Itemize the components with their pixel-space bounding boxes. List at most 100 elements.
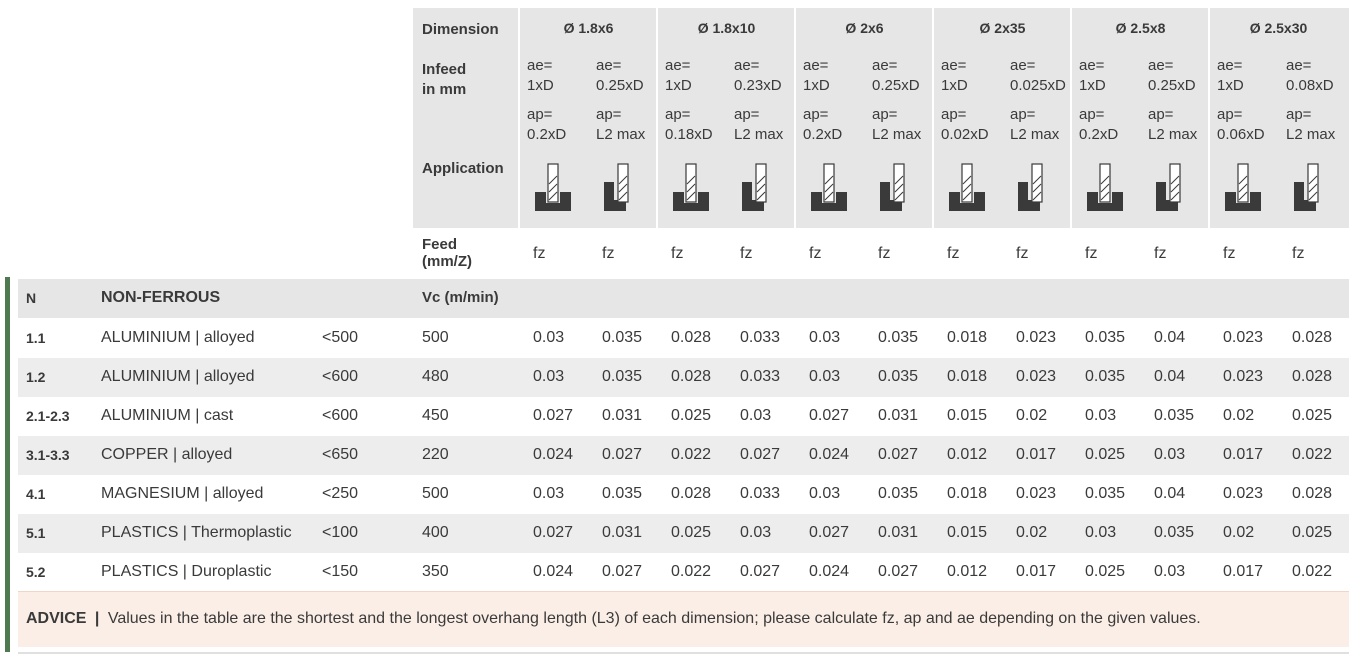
slot-milling-icon: [535, 163, 571, 211]
ae-label: ae=: [1079, 57, 1105, 74]
feed-value: 0.03: [740, 407, 772, 424]
ae-cell: ae= 1xD: [1079, 56, 1106, 96]
ap-cell: ap= L2 max: [1286, 105, 1335, 145]
ae-label: ae=: [872, 57, 898, 74]
feed-value: 0.017: [1223, 563, 1264, 580]
cutting-speed: 350: [422, 563, 449, 580]
ae-value: 0.08xD: [1286, 77, 1334, 94]
ae-cell: ae= 0.025xD: [1010, 56, 1066, 96]
side-milling-icon: [1294, 163, 1319, 211]
tensile-strength: <600: [322, 368, 359, 385]
feed-value: 0.02: [1223, 407, 1255, 424]
cutting-speed: 500: [422, 329, 449, 346]
ae-cell: ae= 1xD: [941, 56, 968, 96]
feed-value: 0.025: [1085, 563, 1126, 580]
feed-value: 0.028: [1292, 329, 1333, 346]
feed-value: 0.035: [878, 329, 919, 346]
advice-text: Values in the table are the shortest and…: [107, 610, 1201, 627]
feed-value: 0.023: [1016, 368, 1057, 385]
material-name: ALUMINIUM | alloyed: [101, 368, 255, 385]
feed-unit: fz: [878, 245, 891, 262]
ae-cell: ae= 1xD: [527, 56, 554, 96]
column-divider: [1208, 8, 1210, 228]
material-code: 2.1-2.3: [26, 408, 70, 424]
ap-value: 0.2xD: [527, 126, 567, 143]
cutting-speed: 400: [422, 524, 449, 541]
ap-label: ap=: [596, 106, 622, 123]
feed-value: 0.035: [602, 368, 643, 385]
feed-value: 0.012: [947, 446, 988, 463]
feed-value: 0.03: [809, 329, 841, 346]
ae-value: 1xD: [527, 77, 554, 94]
feed-label: Feed (mm/Z): [422, 236, 472, 270]
feed-value: 0.028: [1292, 368, 1333, 385]
feed-value: 0.033: [740, 368, 781, 385]
feed-value: 0.027: [878, 446, 919, 463]
ae-cell: ae= 0.25xD: [1148, 56, 1196, 96]
advice-separator: |: [94, 610, 100, 627]
ap-cell: ap= L2 max: [1148, 105, 1197, 145]
feed-value: 0.04: [1154, 368, 1186, 385]
feed-value: 0.03: [809, 368, 841, 385]
ae-value: 0.23xD: [734, 77, 782, 94]
feed-value: 0.035: [1154, 407, 1195, 424]
feed-value: 0.035: [602, 329, 643, 346]
ae-cell: ae= 1xD: [1217, 56, 1244, 96]
feed-value: 0.035: [602, 485, 643, 502]
side-milling-icon: [1018, 163, 1043, 211]
feed-value: 0.018: [947, 329, 988, 346]
ap-cell: ap= 0.02xD: [941, 105, 989, 145]
feed-value: 0.035: [1085, 485, 1126, 502]
feed-unit: fz: [1292, 245, 1305, 262]
tensile-strength: <650: [322, 446, 359, 463]
feed-unit: fz: [947, 245, 960, 262]
column-divider: [932, 8, 934, 228]
ae-cell: ae= 0.23xD: [734, 56, 782, 96]
feed-value: 0.027: [533, 407, 574, 424]
feed-value: 0.03: [1154, 446, 1186, 463]
feed-value: 0.031: [878, 524, 919, 541]
ae-label: ae=: [734, 57, 760, 74]
ap-cell: ap= L2 max: [872, 105, 921, 145]
feed-value: 0.02: [1016, 524, 1048, 541]
ap-cell: ap= 0.2xD: [527, 105, 566, 145]
material-code: 3.1-3.3: [26, 447, 70, 463]
feed-value: 0.04: [1154, 485, 1186, 502]
feed-value: 0.02: [1223, 524, 1255, 541]
group-code: N: [26, 290, 37, 306]
feed-value: 0.03: [1085, 524, 1117, 541]
ap-cell: ap= L2 max: [596, 105, 645, 145]
ae-cell: ae= 0.25xD: [596, 56, 644, 96]
feed-value: 0.024: [809, 563, 850, 580]
ae-value: 1xD: [803, 77, 830, 94]
feed-value: 0.035: [878, 368, 919, 385]
feed-value: 0.03: [533, 485, 565, 502]
ap-value: 0.02xD: [941, 126, 989, 143]
feed-value: 0.025: [1085, 446, 1126, 463]
feed-value: 0.017: [1223, 446, 1264, 463]
feed-value: 0.027: [878, 563, 919, 580]
ae-value: 0.25xD: [872, 77, 920, 94]
dimension-header: Ø 2.5x30: [1249, 20, 1308, 36]
ap-label: ap=: [1217, 106, 1243, 123]
cutting-speed: 480: [422, 368, 449, 385]
ae-label: ae=: [596, 57, 622, 74]
feed-unit: fz: [1016, 245, 1029, 262]
feed-unit: fz: [740, 245, 753, 262]
feed-value: 0.035: [878, 485, 919, 502]
tensile-strength: <500: [322, 329, 359, 346]
ae-value: 0.25xD: [1148, 77, 1196, 94]
ae-label: ae=: [941, 57, 967, 74]
tensile-strength: <100: [322, 524, 359, 541]
dimension-header: Ø 1.8x10: [697, 20, 756, 36]
material-name: COPPER | alloyed: [101, 446, 233, 463]
feed-value: 0.015: [947, 407, 988, 424]
ap-value: L2 max: [872, 126, 922, 143]
dimension-header: Ø 2.5x8: [1115, 20, 1166, 36]
ap-value: 0.2xD: [1079, 126, 1119, 143]
ae-cell: ae= 1xD: [665, 56, 692, 96]
ap-label: ap=: [665, 106, 691, 123]
feed-value: 0.023: [1223, 368, 1264, 385]
feed-value: 0.022: [1292, 446, 1333, 463]
slot-milling-icon: [811, 163, 847, 211]
